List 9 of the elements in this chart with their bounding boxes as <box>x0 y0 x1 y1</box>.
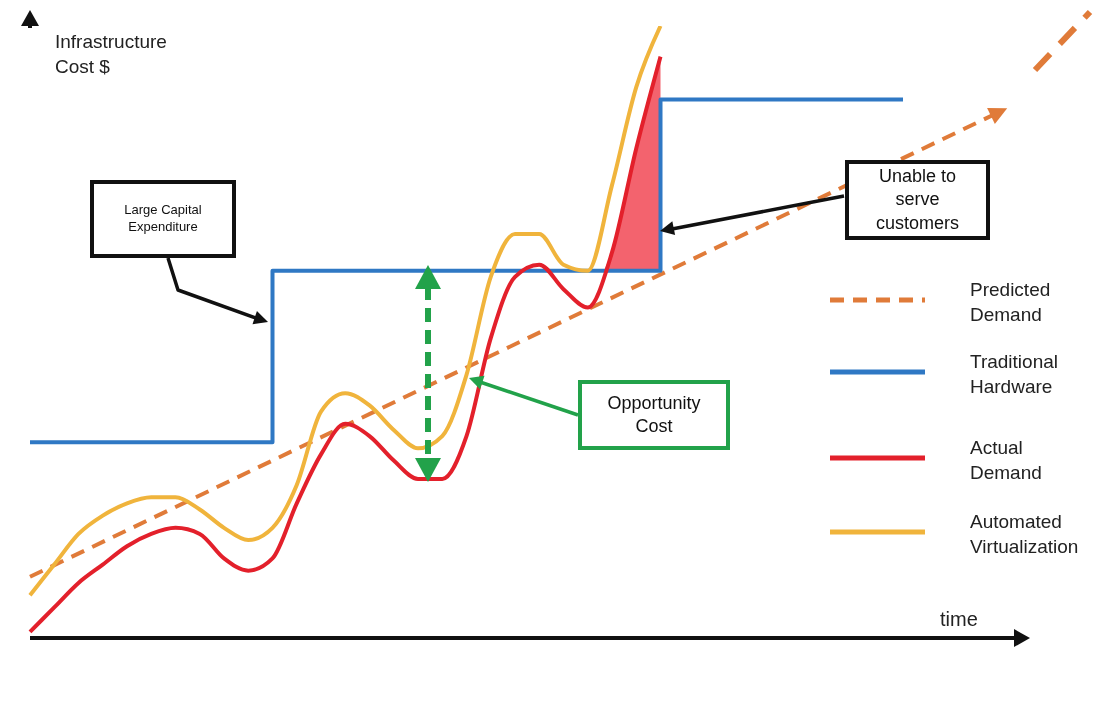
legend-label: Predicted Demand <box>970 278 1052 327</box>
legend-label: Actual Demand <box>970 436 1043 485</box>
annotation: Opportunity Cost <box>606 391 702 438</box>
x-axis-title: time <box>940 608 978 631</box>
annotation: Unable to serve customers <box>875 164 960 235</box>
legend-label: Traditional Hardware <box>970 350 1059 399</box>
annotation: Large Capital Expenditure <box>123 202 203 236</box>
legend-label: Automated Virtualization <box>970 510 1080 559</box>
y-axis-title: Infrastructure Cost $ <box>55 30 168 79</box>
